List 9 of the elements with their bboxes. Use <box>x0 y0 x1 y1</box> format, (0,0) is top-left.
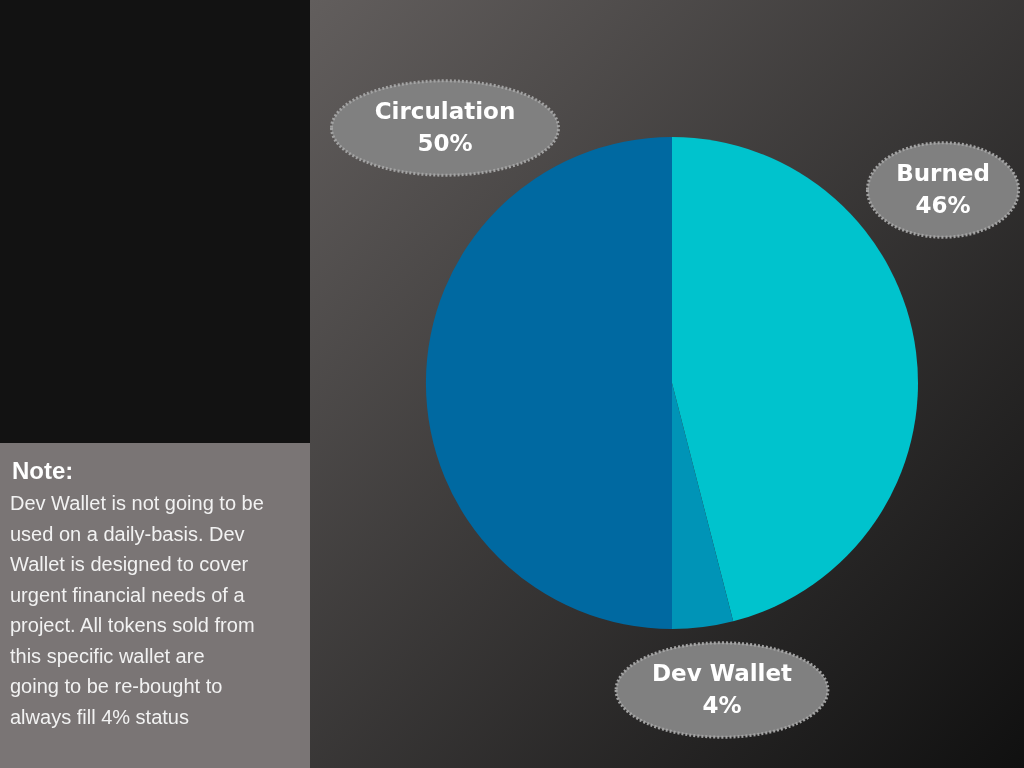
slice-label: Dev Wallet <box>651 659 793 686</box>
data-label: 50% <box>417 130 473 157</box>
slice-label: Burned <box>896 159 990 186</box>
slice-label: Circulation <box>374 97 516 124</box>
data-label: 4% <box>702 692 742 719</box>
text: Note: <box>12 457 74 484</box>
data-label: 46% <box>915 192 971 219</box>
text: Dev Wallet is not going to be used on a daily-basis. Dev Wallet is designed to cover urgent financial needs of a project. All tokens sold from this specific wallet are going to be re-bought to always fill 4% status <box>10 492 264 728</box>
pie-slice <box>672 383 734 629</box>
